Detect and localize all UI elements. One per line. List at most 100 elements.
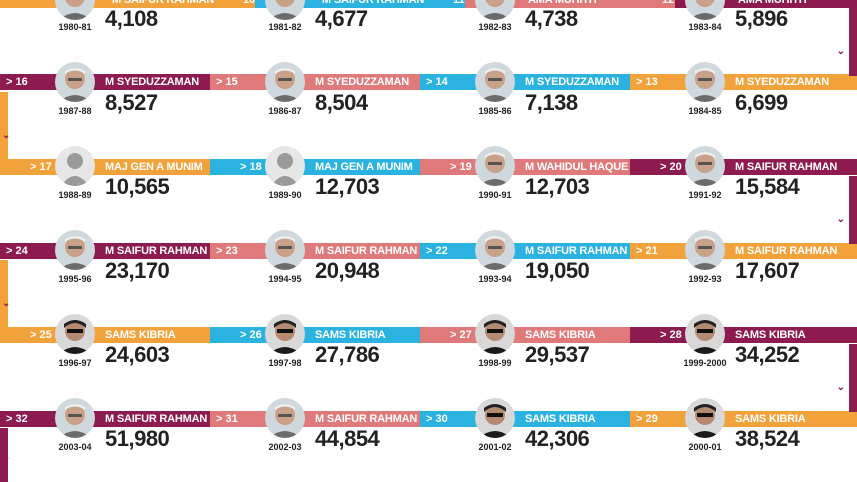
fiscal-year: 1990-91 <box>478 190 512 200</box>
entry-number: > 28 <box>660 329 682 341</box>
budget-value: 24,603 <box>105 342 170 367</box>
fiscal-year: 1992-93 <box>688 274 722 284</box>
budget-value: 23,170 <box>105 258 170 283</box>
connector <box>0 92 8 160</box>
entry-number: > 23 <box>216 245 238 257</box>
chevron-down-icon: ⌄ <box>2 298 11 309</box>
fiscal-year: 1985-86 <box>478 106 512 116</box>
minister-photo <box>685 146 725 186</box>
minister-photo <box>475 314 515 354</box>
minister-photo <box>475 230 515 270</box>
budget-value: 4,738 <box>525 6 578 31</box>
budget-value: 8,504 <box>315 90 368 115</box>
fiscal-year: 1998-99 <box>478 358 512 368</box>
budget-value: 6,699 <box>735 90 788 115</box>
minister-name: M SYEDUZZAMAN <box>525 76 619 88</box>
entry-number: > 17 <box>30 161 52 173</box>
budget-value: 38,524 <box>735 426 800 451</box>
minister-name: M SAIFUR RAHMAN <box>315 413 418 425</box>
band-segment <box>730 327 857 343</box>
minister-name: M SAIFUR RAHMAN <box>315 245 418 257</box>
minister-photo <box>265 314 305 354</box>
minister-photo <box>55 146 95 186</box>
minister-name: SAMS KIBRIA <box>525 329 596 341</box>
connector <box>849 344 857 412</box>
band-segment <box>730 243 857 259</box>
minister-photo <box>265 0 305 20</box>
minister-name: SAMS KIBRIA <box>735 329 806 341</box>
minister-name: M SYEDUZZAMAN <box>105 76 199 88</box>
chevron-down-icon: ⌄ <box>836 214 845 225</box>
minister-photo <box>265 146 305 186</box>
band-segment <box>100 327 210 343</box>
entry-number: > 13 <box>636 76 658 88</box>
band-segment <box>310 243 420 259</box>
budget-value: 44,854 <box>315 426 380 451</box>
entry-number: > 25 <box>30 329 52 341</box>
chevron-down-icon: ⌄ <box>836 382 845 393</box>
minister-photo <box>55 0 95 20</box>
budget-value: 4,108 <box>105 6 158 31</box>
minister-photo <box>265 398 305 438</box>
band-segment <box>730 411 857 427</box>
budget-value: 17,607 <box>735 258 800 283</box>
entry-number: > 29 <box>636 413 658 425</box>
band-segment <box>310 411 420 427</box>
minister-photo <box>55 314 95 354</box>
minister-name: SAMS KIBRIA <box>315 329 386 341</box>
connector <box>849 176 857 244</box>
entry-number: > 30 <box>426 413 448 425</box>
budget-value: 4,677 <box>315 6 368 31</box>
connector <box>0 260 8 328</box>
fiscal-year: 1991-92 <box>688 190 722 200</box>
band-segment <box>310 159 420 175</box>
band-segment <box>100 159 210 175</box>
fiscal-year: 1993-94 <box>478 274 512 284</box>
budget-value: 34,252 <box>735 342 800 367</box>
entry-number: > 18 <box>240 161 262 173</box>
band-segment <box>520 0 675 8</box>
budget-value: 12,703 <box>315 174 380 199</box>
fiscal-year: 2001-02 <box>478 442 512 452</box>
minister-photo <box>55 230 95 270</box>
fiscal-year: 1995-96 <box>58 274 92 284</box>
band-segment <box>520 243 630 259</box>
fiscal-year: 1994-95 <box>268 274 302 284</box>
band-segment <box>520 74 630 90</box>
minister-name: M SAIFUR RAHMAN <box>735 245 838 257</box>
budget-value: 10,565 <box>105 174 170 199</box>
minister-photo <box>475 0 515 20</box>
entry-number: 12 <box>662 0 675 6</box>
minister-name: M SAIFUR RAHMAN <box>112 0 215 6</box>
minister-name: AMA MUHITH <box>528 0 597 6</box>
budget-value: 15,584 <box>735 174 800 199</box>
budget-value: 51,980 <box>105 426 170 451</box>
band-segment <box>100 411 210 427</box>
minister-photo <box>55 62 95 102</box>
band-segment <box>675 0 857 8</box>
budget-value: 19,050 <box>525 258 590 283</box>
minister-photo <box>685 230 725 270</box>
fiscal-year: 1997-98 <box>268 358 302 368</box>
minister-photo <box>685 0 725 20</box>
fiscal-year: 2002-03 <box>268 442 302 452</box>
entry-number: > 26 <box>240 329 262 341</box>
minister-name: M SAIFUR RAHMAN <box>105 413 208 425</box>
fiscal-year: 1988-89 <box>58 190 92 200</box>
budget-value: 12,703 <box>525 174 590 199</box>
band-segment <box>100 243 210 259</box>
minister-photo <box>685 314 725 354</box>
band-segment <box>520 411 630 427</box>
minister-name: MAJ GEN A MUNIM <box>315 161 413 173</box>
entry-number: > 15 <box>216 76 238 88</box>
minister-name: M SYEDUZZAMAN <box>735 76 829 88</box>
budget-value: 8,527 <box>105 90 158 115</box>
minister-name: M SAIFUR RAHMAN <box>525 245 628 257</box>
entry-number: > 14 <box>426 76 448 88</box>
budget-value: 5,896 <box>735 6 788 31</box>
entry-number: > 24 <box>6 245 28 257</box>
fiscal-year: 1989-90 <box>268 190 302 200</box>
budget-value: 29,537 <box>525 342 590 367</box>
band-segment <box>100 74 210 90</box>
entry-number: > 19 <box>450 161 472 173</box>
